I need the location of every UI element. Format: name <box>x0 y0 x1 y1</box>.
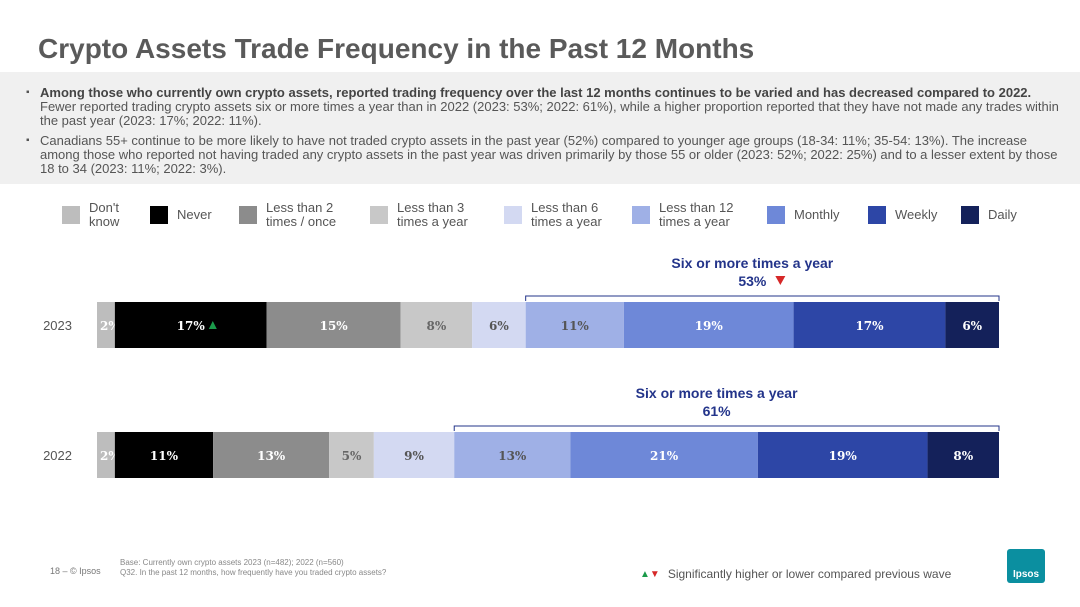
data-label-2023-weekly: 17% <box>855 319 884 333</box>
significance-down-icon <box>775 276 786 285</box>
legend-label: Weekly <box>895 207 938 222</box>
legend-item-less-than-12-times-a-year: Less than 12 times a year <box>632 200 733 230</box>
bar-2022-less-than-6-times-a-year <box>373 432 455 478</box>
data-label-2022-never: 11% <box>150 449 179 463</box>
bar-2022-weekly <box>757 432 928 478</box>
legend-item-less-than-6-times-a-year: Less than 6 times a year <box>504 200 602 230</box>
legend-label: Don't know <box>89 200 120 229</box>
legend-item-daily: Daily <box>961 200 1017 230</box>
summary-bullet-2: Canadians 55+ continue to be more likely… <box>26 134 1062 176</box>
legend-swatch <box>239 206 257 224</box>
data-label-2023-never: 17% <box>177 319 206 333</box>
bar-2023-less-than-2-times-once <box>266 302 401 348</box>
page-number: 18 – © Ipsos <box>50 566 101 576</box>
legend-swatch <box>868 206 886 224</box>
bar-2023-monthly <box>623 302 794 348</box>
bar-2023-don-t-know <box>97 302 115 348</box>
bar-2023-less-than-6-times-a-year <box>472 302 526 348</box>
legend-label: Monthly <box>794 207 840 222</box>
category-label-2023: 2023 <box>43 318 72 333</box>
summary-panel: Among those who currently own crypto ass… <box>0 72 1080 184</box>
data-label-2023-less-than-12-times-a-year: 11% <box>561 319 590 333</box>
legend-swatch <box>767 206 785 224</box>
bracket-value-2023: 53% <box>738 273 767 289</box>
bar-2023-less-than-12-times-a-year <box>525 302 624 348</box>
bar-2022-monthly <box>570 432 758 478</box>
significance-note: ▲ ▼ Significantly higher or lower compared… <box>640 567 951 581</box>
legend-swatch <box>504 206 522 224</box>
legend-item-less-than-3-times-a-year: Less than 3 times a year <box>370 200 468 230</box>
category-label-2022: 2022 <box>43 448 72 463</box>
footnote: Base: Currently own crypto assets 2023 (… <box>120 558 386 578</box>
bar-2022-less-than-3-times-a-year <box>329 432 374 478</box>
data-label-2022-monthly: 21% <box>650 449 679 463</box>
data-label-2022-less-than-6-times-a-year: 9% <box>404 449 424 463</box>
summary-bullet-1-bold: Among those who currently own crypto ass… <box>40 85 1032 100</box>
legend-label: Never <box>177 207 212 222</box>
chart-legend: Don't know Never Less than 2 times / once Les… <box>62 200 1042 234</box>
data-label-2022-weekly: 19% <box>829 449 858 463</box>
data-label-2023-less-than-6-times-a-year: 6% <box>489 319 509 333</box>
legend-item-monthly: Monthly <box>767 200 840 230</box>
bar-2022-less-than-12-times-a-year <box>454 432 571 478</box>
stacked-bar-chart: 2023 2% 17% 15% 8% 6% 11% 19% 17% 6%Six or more t… <box>43 255 1000 478</box>
legend-swatch <box>370 206 388 224</box>
bar-2023-daily <box>945 302 999 348</box>
legend-swatch <box>150 206 168 224</box>
data-label-2023-less-than-3-times-a-year: 8% <box>426 319 446 333</box>
bar-2023-weekly <box>793 302 946 348</box>
legend-label: Less than 2 times / once <box>266 200 337 229</box>
bar-2022-daily <box>927 432 999 478</box>
data-label-2023-less-than-2-times-once: 15% <box>320 319 349 333</box>
data-label-2023-daily: 6% <box>962 319 982 333</box>
legend-label: Less than 6 times a year <box>531 200 602 229</box>
bar-2023-never <box>114 302 267 348</box>
bracket-2022 <box>453 425 1000 431</box>
legend-label: Daily <box>988 207 1017 222</box>
footnote-base: Base: Currently own crypto assets 2023 (… <box>120 558 344 567</box>
legend-item-never: Never <box>150 200 212 230</box>
legend-item-less-than-2-times-once: Less than 2 times / once <box>239 200 336 230</box>
data-label-2022-less-than-2-times-once: 13% <box>257 449 286 463</box>
bar-2023-less-than-3-times-a-year <box>400 302 473 348</box>
up-triangle-icon: ▲ <box>640 568 650 580</box>
legend-label: Less than 3 times a year <box>397 200 468 229</box>
bracket-title-2023: Six or more times a year <box>671 255 833 271</box>
data-label-2022-daily: 8% <box>953 449 973 463</box>
significance-up-icon <box>208 321 217 329</box>
bar-2022-never <box>114 432 214 478</box>
bracket-title-2022: Six or more times a year <box>636 385 798 401</box>
significance-text: Significantly higher or lower compared p… <box>667 567 952 581</box>
data-label-2022-less-than-12-times-a-year: 13% <box>498 449 527 463</box>
data-label-2023-monthly: 19% <box>695 319 724 333</box>
footnote-question: Q32. In the past 12 months, how frequent… <box>120 568 387 577</box>
legend-swatch <box>62 206 80 224</box>
ipsos-logo: Ipsos <box>1007 549 1045 583</box>
data-label-2022-less-than-3-times-a-year: 5% <box>342 449 362 463</box>
legend-item-don-t-know: Don't know <box>62 200 119 230</box>
legend-item-weekly: Weekly <box>868 200 937 230</box>
summary-bullet-1-text: Fewer reported trading crypto assets six… <box>40 99 1059 128</box>
bracket-value-2022: 61% <box>703 403 732 419</box>
bracket-2023 <box>525 295 1000 301</box>
bar-2022-less-than-2-times-once <box>213 432 330 478</box>
page-title: Crypto Assets Trade Frequency in the Pas… <box>38 33 755 64</box>
down-triangle-icon: ▼ <box>649 568 660 580</box>
bar-2022-don-t-know <box>97 432 115 478</box>
legend-swatch <box>632 206 650 224</box>
summary-bullet-1: Among those who currently own crypto ass… <box>26 86 1062 128</box>
legend-label: Less than 12 times a year <box>659 200 734 229</box>
legend-swatch <box>961 206 979 224</box>
